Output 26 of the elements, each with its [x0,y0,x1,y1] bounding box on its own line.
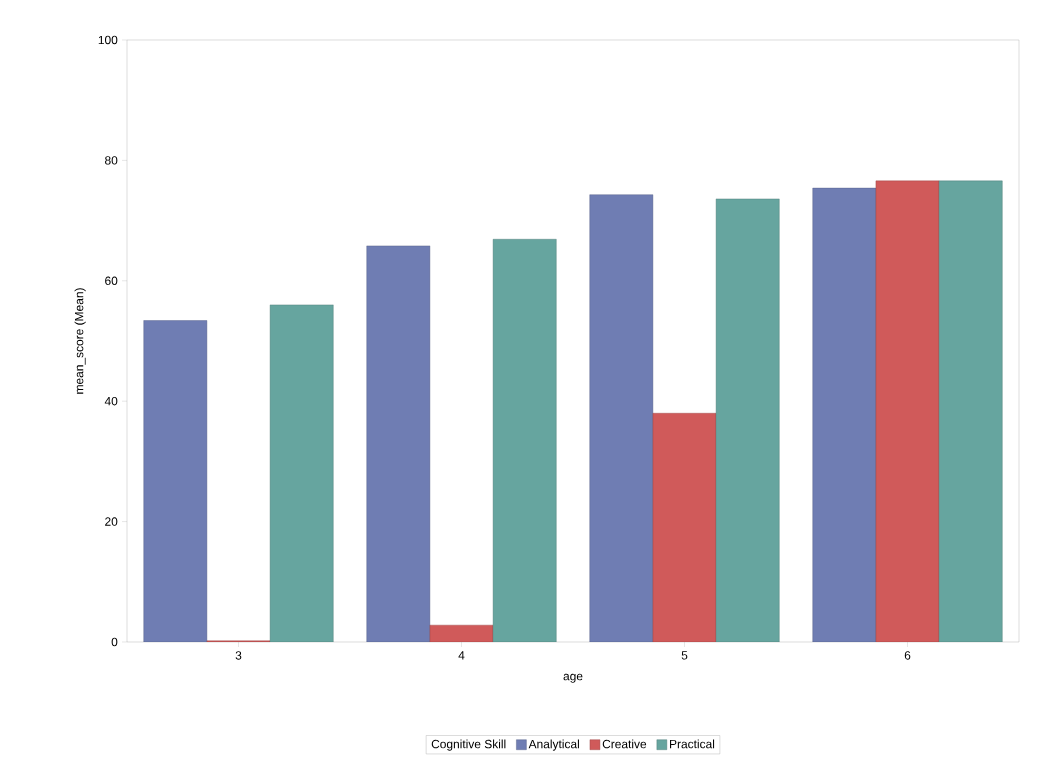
bar [269,304,334,642]
bar [589,194,654,642]
x-axis-title: age [563,673,583,683]
legend-title: Cognitive Skill [431,739,506,751]
legend-label: Practical [670,739,715,749]
bar [492,239,557,642]
y-tick-label: 40 [104,396,118,406]
bar [652,413,717,642]
y-axis-title: mean_score (Mean) [74,288,86,394]
y-tick-label: 60 [105,276,118,286]
bar [143,320,208,642]
x-tick-label: 5 [681,651,688,660]
y-tick-label: 0 [111,637,118,647]
x-tick-label: 3 [235,651,242,660]
bar [715,198,780,642]
legend-label: Analytical [528,739,579,751]
x-tick-label: 6 [904,651,911,660]
y-tick-label: 100 [98,35,118,45]
bar [812,187,877,642]
bar [875,180,940,642]
y-tick-label: 20 [105,517,118,526]
y-tick-label: 80 [105,156,118,165]
bar [366,245,431,642]
bar [938,180,1003,642]
legend-label: Creative [602,739,647,749]
x-tick-label: 4 [458,651,465,660]
